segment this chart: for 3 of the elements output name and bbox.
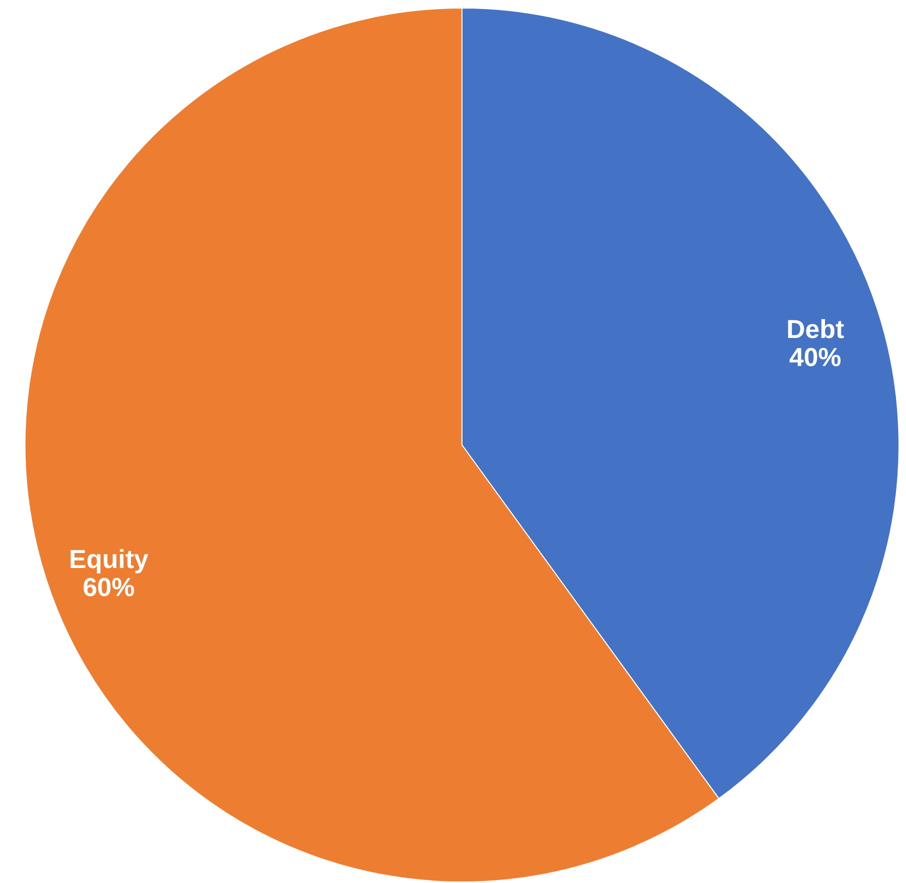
slice-label: Equity bbox=[69, 544, 149, 574]
data-label: 40% bbox=[789, 342, 842, 372]
slice-label: Debt bbox=[786, 314, 844, 344]
